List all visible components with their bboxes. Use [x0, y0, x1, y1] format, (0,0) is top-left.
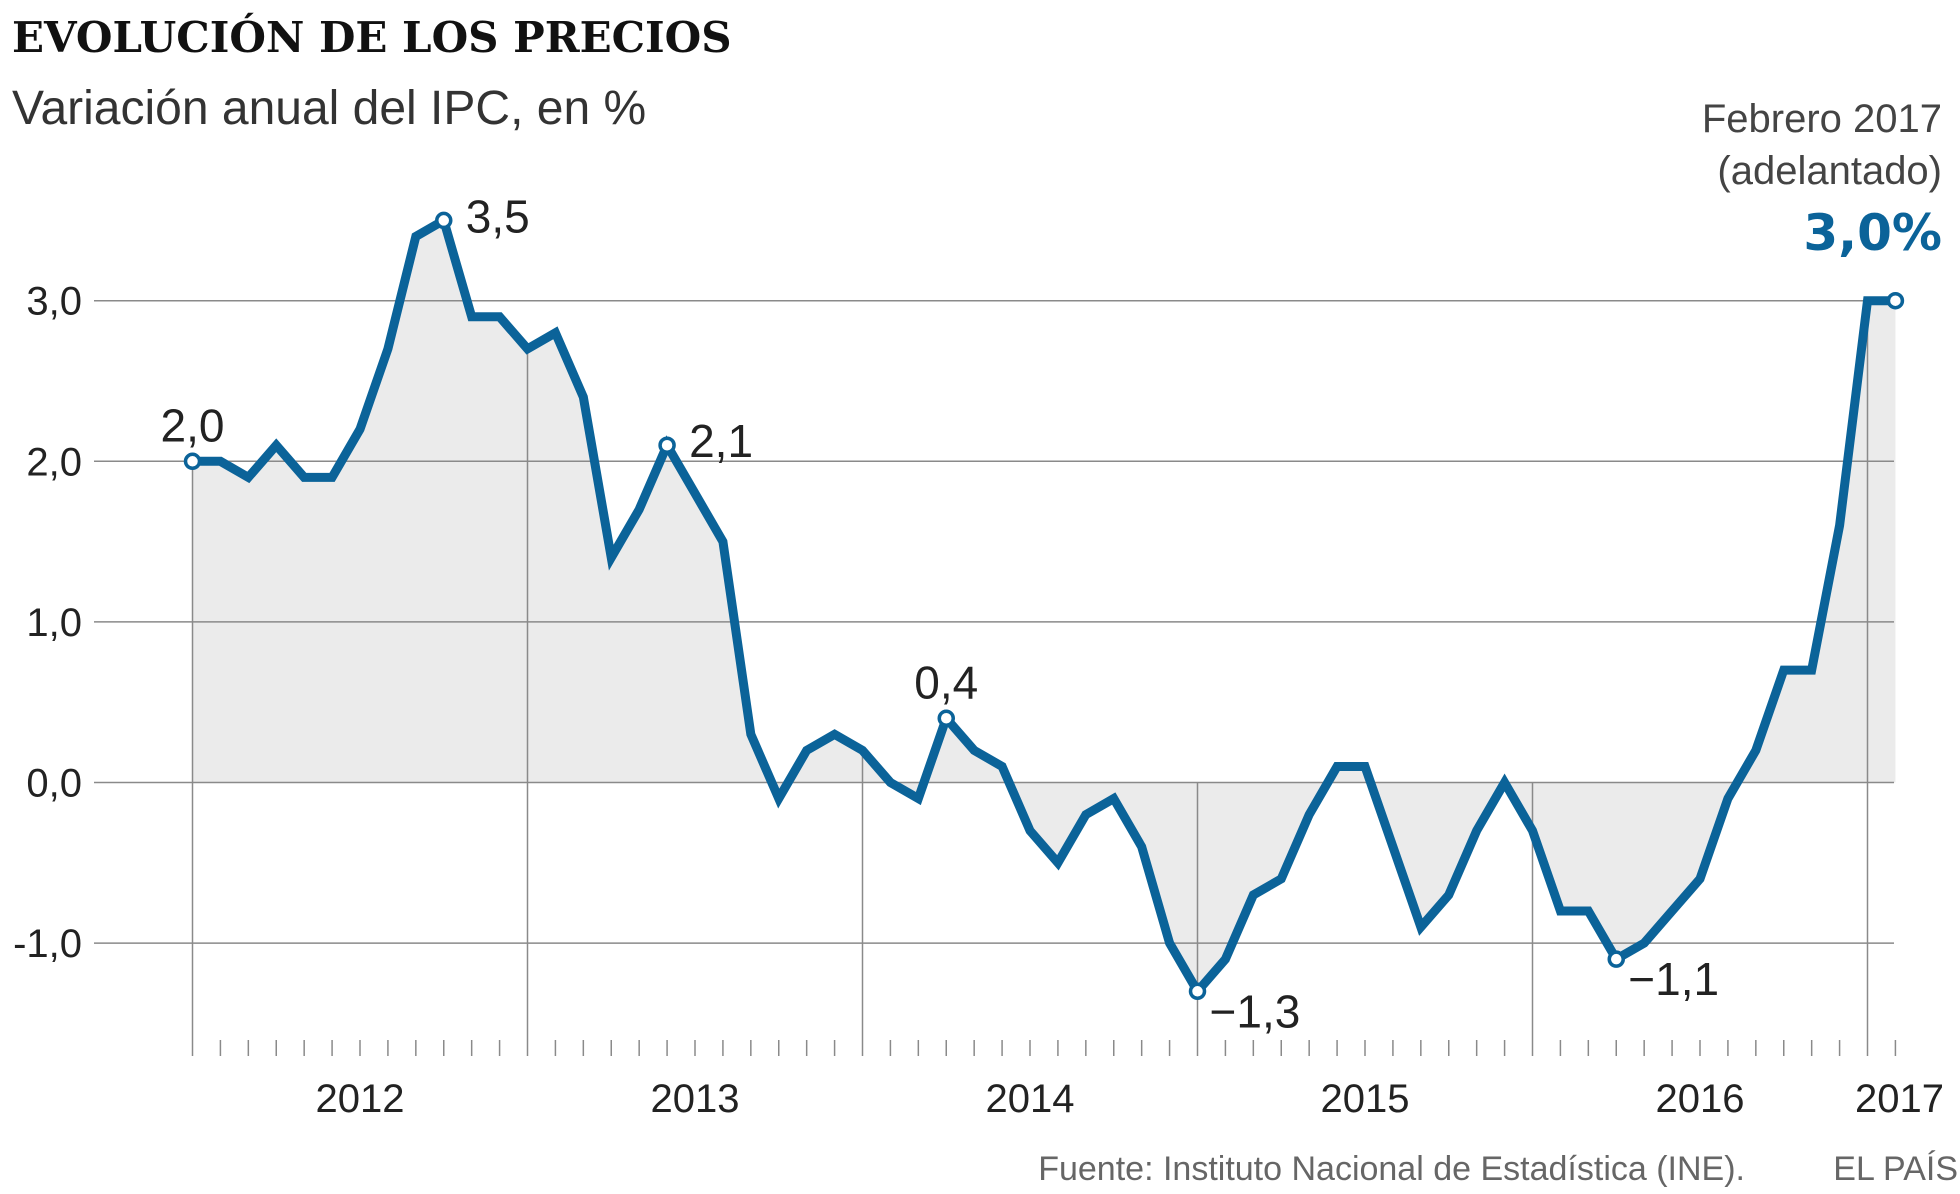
data-label: 3,5 — [466, 190, 530, 242]
data-label: −1,1 — [1628, 953, 1719, 1005]
data-point-marker — [937, 709, 955, 728]
y-tick-label: -1,0 — [13, 922, 82, 966]
source-note: Fuente: Instituto Nacional de Estadístic… — [1038, 1150, 1745, 1188]
callout-note: (adelantado) — [1717, 149, 1942, 193]
grid-layer: 3,0 2,0 1,0 0,0 -1,0 2012 2013 2014 2015 2016 2017 — [13, 280, 1944, 1121]
x-tick-label: 2012 — [316, 1077, 405, 1121]
callout-value: 3,0% — [1803, 204, 1942, 262]
x-tick-label: 2017 — [1855, 1077, 1944, 1121]
series-line — [192, 213, 1896, 999]
chart-title: EVOLUCIÓN DE LOS PRECIOS — [12, 12, 732, 62]
x-tick-label: 2016 — [1656, 1077, 1745, 1121]
area-layer — [192, 220, 1896, 992]
brand-credit: EL PAÍS — [1833, 1150, 1958, 1188]
data-point-marker — [1188, 982, 1207, 1001]
data-label: 2,0 — [161, 399, 225, 451]
x-tick-label: 2013 — [651, 1077, 740, 1121]
annotation-layer: 2,0 3,5 2,1 0,4 −1,3 −1,1 — [161, 190, 1905, 1037]
y-tick-label: 3,0 — [26, 280, 82, 324]
data-point-marker — [658, 436, 676, 454]
x-tick-label: 2015 — [1321, 1077, 1410, 1121]
area-fill — [192, 220, 1896, 992]
x-tick-label: 2014 — [986, 1077, 1075, 1121]
y-tick-label: 0,0 — [26, 762, 82, 806]
data-point-marker — [183, 452, 202, 471]
data-point-marker — [435, 211, 453, 230]
data-point-marker — [1886, 291, 1905, 310]
line-layer — [192, 213, 1896, 999]
data-label: 2,1 — [689, 415, 753, 467]
data-label: 0,4 — [914, 656, 978, 708]
data-point-marker — [1607, 950, 1625, 968]
y-tick-label: 2,0 — [26, 440, 82, 484]
data-label: −1,3 — [1210, 985, 1301, 1037]
y-tick-label: 1,0 — [26, 601, 82, 645]
chart-subtitle: Variación anual del IPC, en % — [12, 82, 646, 135]
callout-date: Febrero 2017 — [1702, 97, 1942, 141]
